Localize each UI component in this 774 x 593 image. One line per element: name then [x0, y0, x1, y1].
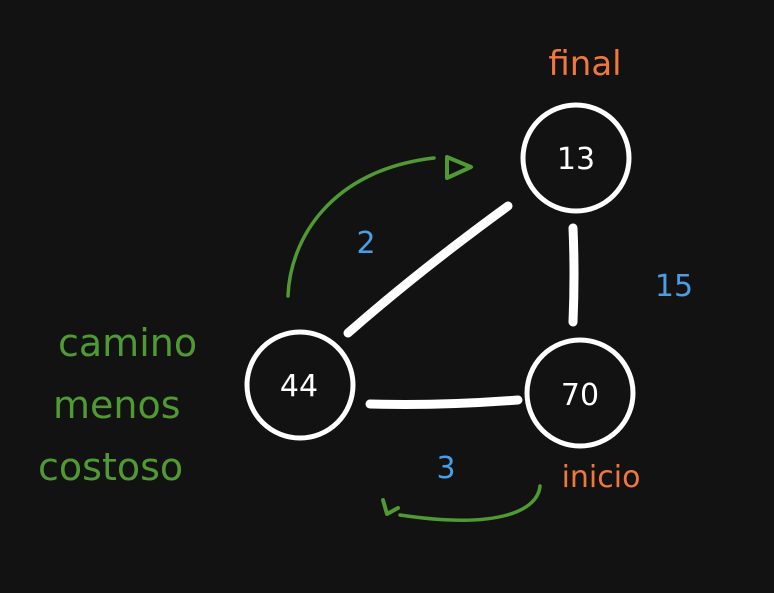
caption-line-2: menos	[53, 383, 181, 427]
path-arrow-lower-curve	[398, 484, 542, 522]
edge-44-70	[365, 395, 523, 409]
caption-line-1: camino	[58, 321, 197, 365]
node-44: 44	[244, 329, 356, 441]
node-70-label: 70	[561, 378, 599, 413]
weight-44-13: 2	[356, 226, 375, 261]
weight-13-70: 15	[655, 269, 693, 304]
path-arrow-upper-head	[445, 155, 473, 180]
node-44-circle	[244, 329, 356, 441]
edge-44-13	[343, 201, 513, 338]
weight-44-70: 3	[436, 451, 455, 486]
node-13-label: 13	[557, 142, 595, 177]
node-44-label: 44	[280, 369, 318, 404]
node-13: 13	[520, 102, 632, 214]
node-70-circle	[524, 337, 636, 449]
final-label: final	[548, 44, 621, 84]
caption-line-3: costoso	[38, 445, 183, 489]
node-13-circle	[520, 102, 632, 214]
path-arrow-upper-curve	[286, 156, 436, 298]
path-arrow-lower-head	[381, 498, 400, 516]
start-label: inicio	[562, 460, 641, 495]
edge-13-70	[568, 223, 579, 327]
node-70: 70	[524, 337, 636, 449]
